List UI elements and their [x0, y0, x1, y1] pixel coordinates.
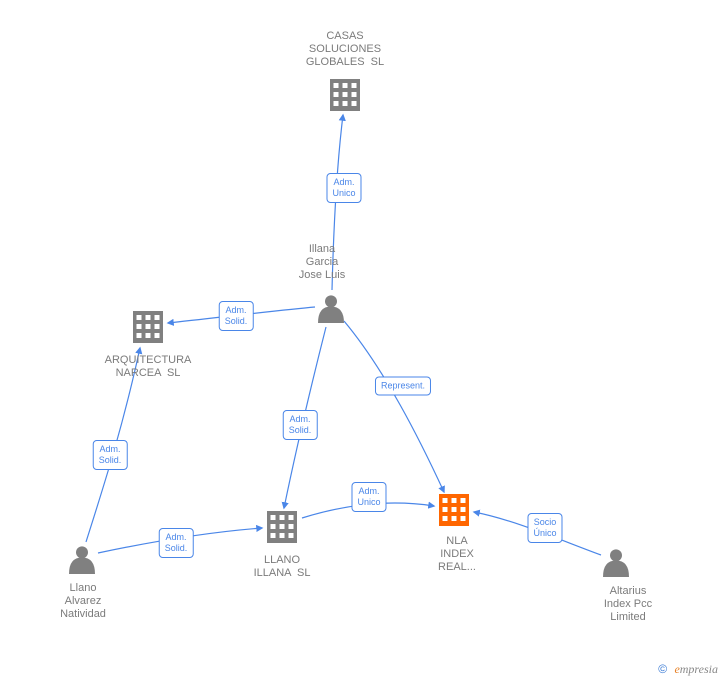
node-label-arq: ARQUITECTURA NARCEA SL	[105, 354, 192, 380]
person-icon-illana[interactable]	[318, 295, 344, 323]
edge-label-e4: Represent.	[375, 377, 431, 396]
edge-label-e2: Adm. Solid.	[219, 301, 254, 331]
building-icon-casas[interactable]	[330, 79, 360, 111]
copyright-symbol: ©	[658, 662, 667, 676]
person-icon-llano_person[interactable]	[69, 546, 95, 574]
edge-label-e1: Adm. Unico	[326, 173, 361, 203]
node-label-nla: NLA INDEX REAL...	[438, 535, 476, 574]
edge-label-e8: Socio Único	[527, 513, 562, 543]
edges-layer	[0, 0, 728, 685]
node-label-llano_person: Llano Alvarez Natividad	[60, 582, 106, 621]
edge-e4	[344, 321, 444, 492]
building-icon-nla[interactable]	[439, 494, 469, 526]
building-icon-arq[interactable]	[133, 311, 163, 343]
edge-label-e3: Adm. Solid.	[283, 410, 318, 440]
diagram-canvas: CASAS SOLUCIONES GLOBALES SL Illana Garci…	[0, 0, 728, 685]
edge-label-e7: Adm. Unico	[351, 482, 386, 512]
person-icon-altarius[interactable]	[603, 549, 629, 577]
node-label-llano_illana: LLANO ILLANA SL	[254, 554, 311, 580]
watermark: © empresia	[658, 662, 718, 677]
building-icon-llano_illana[interactable]	[267, 511, 297, 543]
edge-label-e5: Adm. Solid.	[93, 440, 128, 470]
edge-label-e6: Adm. Solid.	[159, 528, 194, 558]
node-label-altarius: Altarius Index Pcc Limited	[604, 585, 652, 624]
node-label-casas: CASAS SOLUCIONES GLOBALES SL	[306, 30, 384, 69]
node-label-illana: Illana Garcia Jose Luis	[299, 243, 345, 282]
watermark-rest: mpresia	[680, 662, 718, 676]
